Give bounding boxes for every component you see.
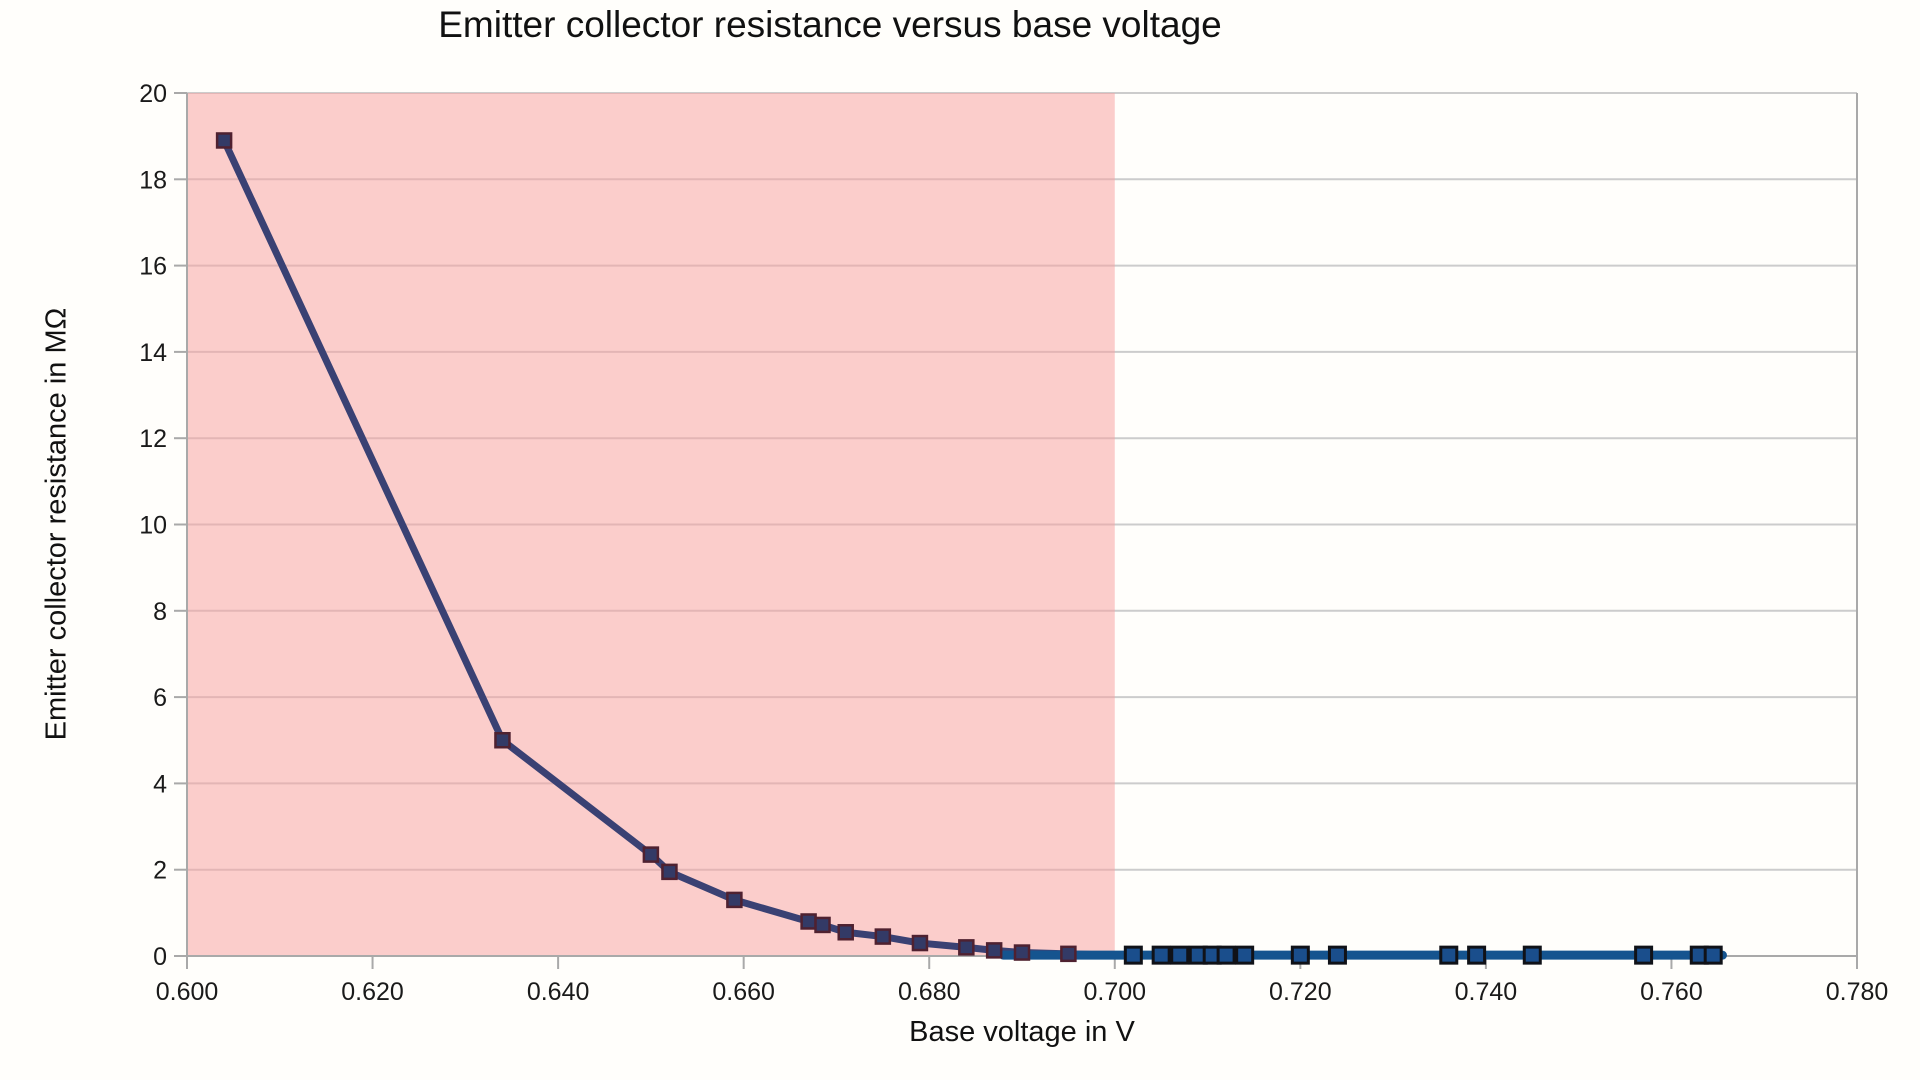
cutoff-curve-marker (726, 891, 743, 909)
y-tick-label: 6 (153, 684, 167, 712)
saturation-line-marker (1522, 945, 1542, 965)
cutoff-curve-marker (985, 942, 1003, 959)
saturation-line-marker (1634, 945, 1654, 965)
y-axis-title: Emitter collector resistance in MΩ (40, 307, 73, 741)
y-tick-label: 2 (153, 857, 167, 885)
y-tick-label: 20 (139, 80, 167, 108)
cutoff-curve-marker (814, 916, 831, 934)
cutoff-curve-marker (800, 913, 817, 930)
y-tick-label: 0 (153, 943, 167, 971)
saturation-line-marker (1703, 945, 1723, 965)
cutoff-curve-marker (1060, 945, 1077, 963)
cutoff-curve-marker (661, 863, 678, 881)
x-tick-label: 0.600 (156, 978, 219, 1006)
cutoff-curve-marker (837, 924, 854, 941)
x-tick-label: 0.740 (1455, 978, 1518, 1006)
cutoff-curve-marker (642, 846, 660, 863)
cutoff-curve-marker (874, 928, 892, 945)
saturation-line-marker (1216, 945, 1236, 965)
y-tick-label: 4 (153, 770, 167, 798)
y-tick-label: 16 (139, 253, 167, 281)
x-tick-label: 0.720 (1269, 978, 1332, 1006)
saturation-line-marker (1170, 945, 1190, 965)
saturation-line-marker (1235, 945, 1255, 965)
cutoff-curve-marker (958, 939, 975, 956)
y-tick-label: 12 (139, 425, 167, 453)
y-tick-label: 8 (153, 598, 167, 626)
cutoff-curve-marker (1013, 944, 1031, 961)
x-tick-label: 0.640 (527, 978, 590, 1006)
x-tick-label: 0.700 (1083, 978, 1146, 1006)
x-tick-label: 0.780 (1826, 978, 1889, 1006)
saturation-line-marker (1467, 945, 1487, 965)
saturation-line-marker (1290, 945, 1310, 965)
saturation-line-marker (1327, 945, 1347, 965)
chart-title: Emitter collector resistance versus base… (438, 4, 1222, 45)
x-tick-label: 0.760 (1640, 978, 1703, 1006)
x-tick-label: 0.660 (712, 978, 775, 1006)
highlight-region (187, 93, 1115, 956)
y-tick-label: 10 (139, 512, 167, 540)
y-tick-label: 18 (139, 166, 167, 194)
saturation-line-marker (1151, 945, 1171, 965)
saturation-line-marker (1439, 945, 1459, 965)
y-tick-label: 14 (139, 339, 167, 367)
x-axis-title: Base voltage in V (909, 1016, 1135, 1048)
cutoff-curve-marker (215, 132, 233, 149)
saturation-line-marker (1123, 945, 1143, 965)
x-tick-label: 0.680 (898, 978, 961, 1006)
cutoff-curve-marker (911, 934, 929, 952)
cutoff-curve-marker (494, 732, 511, 749)
x-tick-label: 0.620 (341, 978, 404, 1006)
